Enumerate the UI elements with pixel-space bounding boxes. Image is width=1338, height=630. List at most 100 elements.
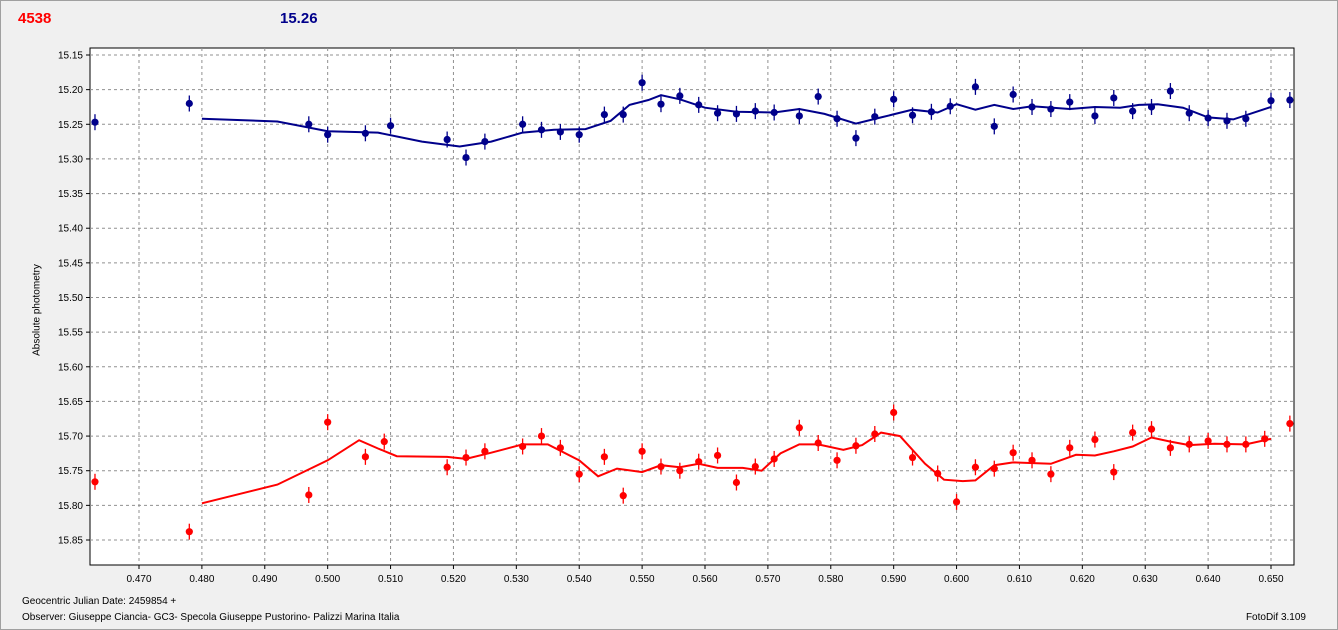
data-point-blue [1242,115,1250,123]
data-point-blue [386,122,395,130]
data-point-red [971,463,980,471]
x-tick-label: 0.640 [1196,574,1221,585]
data-point-blue [185,99,193,108]
data-point-red [380,438,388,446]
data-point-blue [946,102,954,110]
y-tick-label: 15.30 [58,154,83,165]
data-point-red [1223,440,1231,448]
data-point-blue [600,110,608,119]
y-tick-label: 15.85 [58,536,83,547]
data-point-blue [1286,96,1294,104]
julian-date-label: Geocentric Julian Date: 2459854 + [22,596,177,607]
x-tick-label: 0.510 [378,574,403,585]
software-version: FotoDif 3.109 [1245,612,1306,623]
x-tick-label: 0.470 [126,574,151,585]
y-tick-label: 15.60 [58,362,83,373]
x-tick-label: 0.630 [1133,574,1158,585]
data-point-red [537,432,546,440]
data-point-red [481,447,489,455]
observer-label: Observer: Giuseppe Ciancia- GC3- Specola… [22,612,400,623]
data-point-red [676,467,684,475]
x-tick-label: 0.500 [315,574,340,585]
data-point-red [657,462,665,471]
data-point-red [833,456,841,464]
x-tick-label: 0.620 [1070,574,1095,585]
y-tick-label: 15.65 [58,397,83,408]
y-tick-label: 15.50 [58,293,83,304]
y-tick-label: 15.35 [58,189,83,200]
x-tick-label: 0.590 [881,574,906,585]
data-point-blue [1204,114,1212,122]
data-point-blue [657,100,665,108]
data-point-red [1286,420,1294,428]
data-point-red [619,492,627,500]
x-tick-label: 0.560 [692,574,717,585]
data-point-blue [890,95,898,103]
data-point-blue [638,79,646,87]
data-point-blue [1047,105,1055,113]
x-tick-label: 0.490 [252,574,277,585]
data-point-blue [795,112,803,120]
trend-line-blue [201,94,1272,148]
data-point-red [324,418,332,426]
y-tick-label: 15.20 [58,85,83,96]
trend-line-red [201,431,1272,505]
data-point-red [890,408,898,417]
data-point-blue [443,135,451,144]
x-tick-label: 0.650 [1258,574,1283,585]
data-point-red [1047,470,1055,478]
data-point-red [185,528,193,536]
data-point-blue [1091,112,1099,120]
data-point-red [1242,440,1250,448]
data-point-red [770,455,778,463]
data-point-blue [1223,117,1231,125]
y-tick-label: 15.70 [58,432,83,443]
data-point-blue [990,122,998,130]
data-point-red [575,470,583,478]
blue-series-value: 15.26 [280,10,318,27]
data-point-red [462,453,470,462]
y-tick-label: 15.55 [58,328,83,339]
data-point-red [1009,449,1017,457]
data-point-blue [1129,107,1137,115]
data-point-red [519,442,527,451]
data-point-blue [814,92,822,101]
data-point-blue [1147,103,1156,111]
data-point-blue [1009,90,1017,99]
data-point-blue [1185,109,1193,117]
data-point-blue [1267,97,1275,105]
data-point-blue [852,134,860,142]
data-point-blue [713,109,722,117]
data-point-blue [732,110,741,118]
data-point-blue [481,138,489,146]
data-point-red [1066,444,1074,452]
data-point-blue [833,115,841,123]
data-point-red [556,444,564,452]
data-point-red [305,491,313,499]
data-point-red [1261,435,1269,443]
data-point-blue [676,92,684,100]
y-tick-label: 15.40 [58,224,83,235]
data-point-red [852,442,860,450]
data-point-red [638,447,646,455]
x-tick-label: 0.530 [504,574,529,585]
data-point-blue [1110,94,1118,102]
data-point-red [871,430,879,438]
data-point-red [908,453,917,462]
data-point-blue [1028,103,1036,111]
data-point-red [1028,456,1036,464]
x-tick-label: 0.570 [755,574,780,585]
data-point-red [1129,429,1137,437]
data-point-red [1110,468,1118,476]
data-point-blue [751,107,759,115]
data-point-red [751,462,759,471]
data-point-blue [519,120,527,128]
data-point-blue [556,128,564,136]
data-point-red [600,453,608,461]
data-point-blue [1066,98,1074,106]
data-point-blue [537,126,546,134]
data-point-blue [770,108,778,117]
data-point-blue [305,120,313,128]
data-point-blue [361,129,369,137]
